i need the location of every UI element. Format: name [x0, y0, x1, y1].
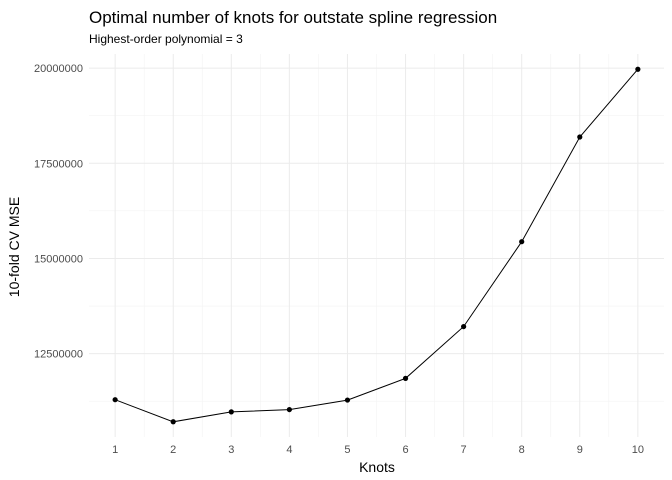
data-point — [402, 375, 409, 381]
data-point — [286, 406, 292, 413]
y-axis-ticks: 12500000 15000000 17500000 20000000 — [34, 63, 83, 361]
x-tick-label: 7 — [461, 444, 467, 456]
x-axis-ticks: 1 2 3 4 5 6 7 8 9 10 — [112, 444, 644, 456]
x-tick-label: 1 — [112, 444, 118, 456]
y-tick-label: 12500000 — [34, 349, 83, 361]
chart-subtitle: Highest-order polynomial = 3 — [89, 32, 243, 46]
x-tick-label: 2 — [170, 444, 176, 456]
y-tick-label: 20000000 — [34, 63, 83, 75]
x-tick-label: 4 — [286, 444, 292, 456]
data-point — [635, 66, 641, 72]
x-axis-title: Knots — [359, 459, 395, 475]
data-point — [577, 134, 583, 140]
x-tick-label: 3 — [228, 444, 234, 456]
x-tick-label: 10 — [632, 444, 644, 456]
series-points — [112, 66, 641, 425]
data-point — [112, 397, 118, 403]
y-tick-label: 17500000 — [34, 158, 83, 170]
data-point — [228, 409, 234, 415]
chart-title: Optimal number of knots for outstate spl… — [89, 8, 497, 27]
y-axis-title: 10-fold CV MSE — [6, 197, 22, 297]
grid-lines — [89, 54, 664, 437]
series-line — [114, 68, 639, 423]
data-point — [461, 323, 467, 330]
data-point — [344, 397, 351, 403]
x-tick-label: 5 — [344, 444, 350, 456]
x-tick-label: 8 — [519, 444, 525, 456]
x-tick-label: 9 — [577, 444, 583, 456]
data-point — [170, 419, 176, 425]
x-tick-label: 6 — [402, 444, 408, 456]
data-point — [519, 239, 525, 245]
y-tick-label: 15000000 — [34, 253, 83, 265]
